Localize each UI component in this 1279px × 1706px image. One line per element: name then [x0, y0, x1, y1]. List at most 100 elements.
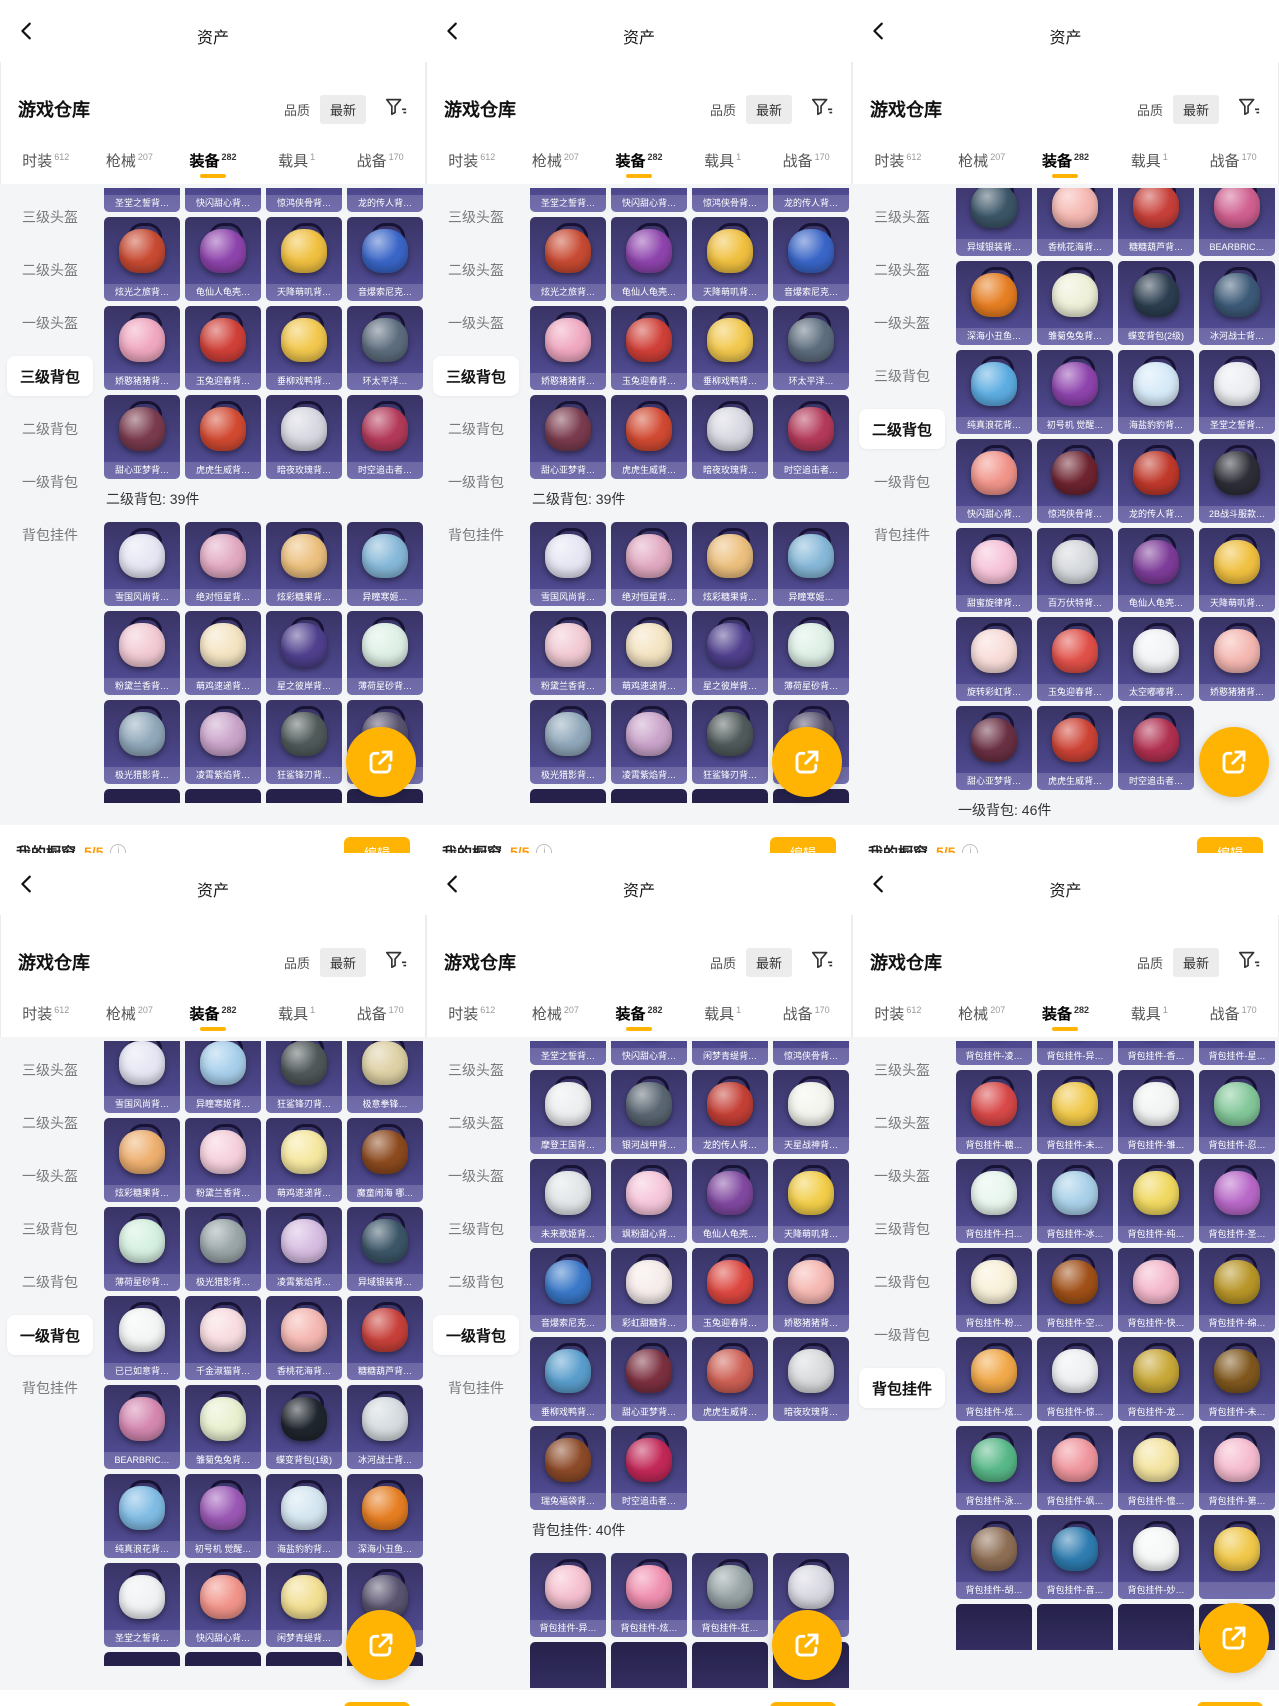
item-card[interactable]: 深海小丑鱼… — [347, 1474, 423, 1558]
tab-时装[interactable]: 时装 612 — [4, 146, 88, 182]
item-card[interactable]: 背包挂件-音… — [1037, 1515, 1113, 1599]
item-card[interactable]: 银河战甲背… — [611, 1070, 687, 1154]
item-card[interactable]: 蝶变背包(2级) — [1118, 261, 1194, 345]
tab-装备[interactable]: 装备 282 — [597, 999, 681, 1035]
item-card[interactable]: 背包挂件-飒… — [1037, 1426, 1113, 1510]
sidebar-item-二级头盔[interactable]: 二级头盔 — [448, 262, 504, 278]
sidebar-item-二级背包[interactable]: 二级背包 — [874, 1274, 930, 1290]
item-card[interactable]: 圣堂之誓背… — [530, 1041, 606, 1065]
item-card[interactable]: 狂鲨锋刃背… — [692, 700, 768, 784]
item-card[interactable]: 绝对恒星背… — [185, 522, 261, 606]
item-card[interactable]: 海盐豹豹背… — [1118, 350, 1194, 434]
item-card[interactable]: 萌鸡速递背… — [185, 611, 261, 695]
item-card[interactable]: 海盐豹豹背… — [266, 1474, 342, 1558]
item-card[interactable]: 背包挂件-炫… — [956, 1337, 1032, 1421]
tab-枪械[interactable]: 枪械 207 — [88, 146, 172, 182]
item-card[interactable]: 背包挂件-冰… — [1037, 1159, 1113, 1243]
item-card[interactable]: 娇憨猪猪背… — [1199, 617, 1275, 701]
item-card[interactable]: 背包挂件-惊… — [1037, 1337, 1113, 1421]
item-card[interactable]: 初号机 觉醒… — [185, 1474, 261, 1558]
filter-button[interactable] — [810, 948, 836, 974]
item-card[interactable]: 粉黛兰香背… — [530, 611, 606, 695]
tab-装备[interactable]: 装备 282 — [171, 146, 255, 182]
edit-button[interactable]: 编辑 — [1196, 836, 1263, 853]
sidebar-item-背包挂件[interactable]: 背包挂件 — [859, 1368, 945, 1408]
item-card[interactable]: 瑞兔福袋背… — [530, 1426, 606, 1510]
item-card[interactable]: 雪国风尚背… — [104, 522, 180, 606]
item-card[interactable]: 太空嘟嘟背… — [1118, 617, 1194, 701]
tab-载具[interactable]: 载具 1 — [1107, 146, 1191, 182]
item-card[interactable]: 雏菊兔兔背… — [1037, 261, 1113, 345]
item-card[interactable]: 甜蜜旋律背… — [956, 528, 1032, 612]
sidebar-item-一级背包[interactable]: 一级背包 — [874, 474, 930, 490]
sidebar-item-二级背包[interactable]: 二级背包 — [22, 421, 78, 437]
item-card[interactable]: 玉兔迎春背… — [611, 306, 687, 390]
sort-button-quality[interactable]: 品质 — [709, 956, 736, 971]
tab-战备[interactable]: 战备 170 — [764, 146, 848, 182]
sort-button-latest[interactable]: 最新 — [1172, 95, 1219, 124]
tab-战备[interactable]: 战备 170 — [764, 999, 848, 1035]
item-card[interactable]: 龙的传人背… — [1118, 439, 1194, 523]
sidebar-item-三级头盔[interactable]: 三级头盔 — [448, 1062, 504, 1078]
item-card[interactable]: 魔童闹海 哪… — [347, 1118, 423, 1202]
sort-button-latest[interactable]: 最新 — [745, 95, 792, 124]
item-card[interactable]: 龟仙人龟壳… — [185, 217, 261, 301]
item-card[interactable]: 炫光之旅背… — [104, 217, 180, 301]
tab-载具[interactable]: 载具 1 — [1107, 999, 1191, 1035]
sidebar-item-一级头盔[interactable]: 一级头盔 — [22, 315, 78, 331]
sort-button-quality[interactable]: 品质 — [709, 103, 736, 118]
item-card[interactable]: 雪国风尚背… — [104, 1041, 180, 1113]
edit-button[interactable]: 编辑 — [343, 836, 410, 853]
item-card[interactable]: 异瞳寒姬… — [773, 522, 849, 606]
filter-button[interactable] — [1237, 95, 1263, 121]
sidebar-item-二级头盔[interactable]: 二级头盔 — [22, 262, 78, 278]
item-card[interactable]: 背包挂件-未… — [1199, 1337, 1275, 1421]
item-card[interactable]: 薄荷星砂背… — [773, 611, 849, 695]
item-card[interactable]: 龟仙人龟壳… — [611, 217, 687, 301]
item-card[interactable]: 雪国风尚背… — [530, 522, 606, 606]
item-card[interactable]: 薄荷星砂背… — [347, 611, 423, 695]
back-button[interactable] — [16, 20, 40, 44]
item-card[interactable]: 背包挂件-粉… — [956, 1248, 1032, 1332]
item-card[interactable]: 星之彼岸背… — [266, 611, 342, 695]
item-card[interactable]: 背包挂件-纯… — [1118, 1159, 1194, 1243]
sidebar-item-一级背包[interactable]: 一级背包 — [433, 1315, 519, 1355]
item-card[interactable]: 萌鸡速递背… — [266, 1118, 342, 1202]
item-card[interactable]: 初号机 觉醒… — [1037, 350, 1113, 434]
sort-button-latest[interactable]: 最新 — [1172, 948, 1219, 977]
item-card[interactable]: 圣堂之誓背… — [104, 1563, 180, 1647]
back-button[interactable] — [868, 20, 892, 44]
item-card[interactable]: 飒粉甜心背… — [611, 1159, 687, 1243]
tab-枪械[interactable]: 枪械 207 — [940, 146, 1024, 182]
item-card[interactable]: 凌霄紫焰背… — [185, 700, 261, 784]
sidebar-item-三级头盔[interactable]: 三级头盔 — [448, 209, 504, 225]
item-card[interactable]: 玉兔迎春背… — [1037, 617, 1113, 701]
sidebar-item-三级头盔[interactable]: 三级头盔 — [22, 1062, 78, 1078]
item-card[interactable]: 惊鸿侠骨背… — [1037, 439, 1113, 523]
item-card[interactable]: 时空追击者… — [1118, 706, 1194, 790]
item-card[interactable]: 狂鲨锋刃背… — [266, 1041, 342, 1113]
item-card[interactable]: 蝶变背包(1级) — [266, 1385, 342, 1469]
item-card[interactable]: 甜心亚梦背… — [611, 1337, 687, 1421]
sidebar-item-一级背包[interactable]: 一级背包 — [22, 474, 78, 490]
item-card[interactable]: 音爆索尼克… — [773, 217, 849, 301]
item-card[interactable]: 惊鸿侠骨背… — [773, 1041, 849, 1065]
item-card[interactable]: 深海小丑鱼… — [956, 261, 1032, 345]
sidebar-item-三级背包[interactable]: 三级背包 — [22, 1221, 78, 1237]
item-card[interactable]: 背包挂件-凌… — [956, 1041, 1032, 1065]
share-fab-button[interactable] — [1199, 1603, 1269, 1673]
item-card[interactable]: 虎虎生威背… — [185, 395, 261, 479]
item-card[interactable]: 背包挂件-第… — [1199, 1426, 1275, 1510]
item-card[interactable]: 背包挂件-绵… — [1199, 1248, 1275, 1332]
item-card[interactable]: 炫彩糖果背… — [692, 522, 768, 606]
sidebar-item-三级背包[interactable]: 三级背包 — [448, 1221, 504, 1237]
item-card[interactable]: 背包挂件-雏… — [1118, 1070, 1194, 1154]
item-card[interactable]: 薄荷星砂背… — [104, 1207, 180, 1291]
item-card[interactable]: 冰河战士背… — [1199, 261, 1275, 345]
item-card[interactable]: 背包挂件-龙… — [1118, 1337, 1194, 1421]
sidebar-item-二级头盔[interactable]: 二级头盔 — [874, 1115, 930, 1131]
sidebar-item-一级背包[interactable]: 一级背包 — [874, 1327, 930, 1343]
item-card[interactable]: 惊鸿侠骨背… — [266, 188, 342, 212]
share-fab-button[interactable] — [1199, 727, 1269, 797]
back-button[interactable] — [16, 873, 40, 897]
